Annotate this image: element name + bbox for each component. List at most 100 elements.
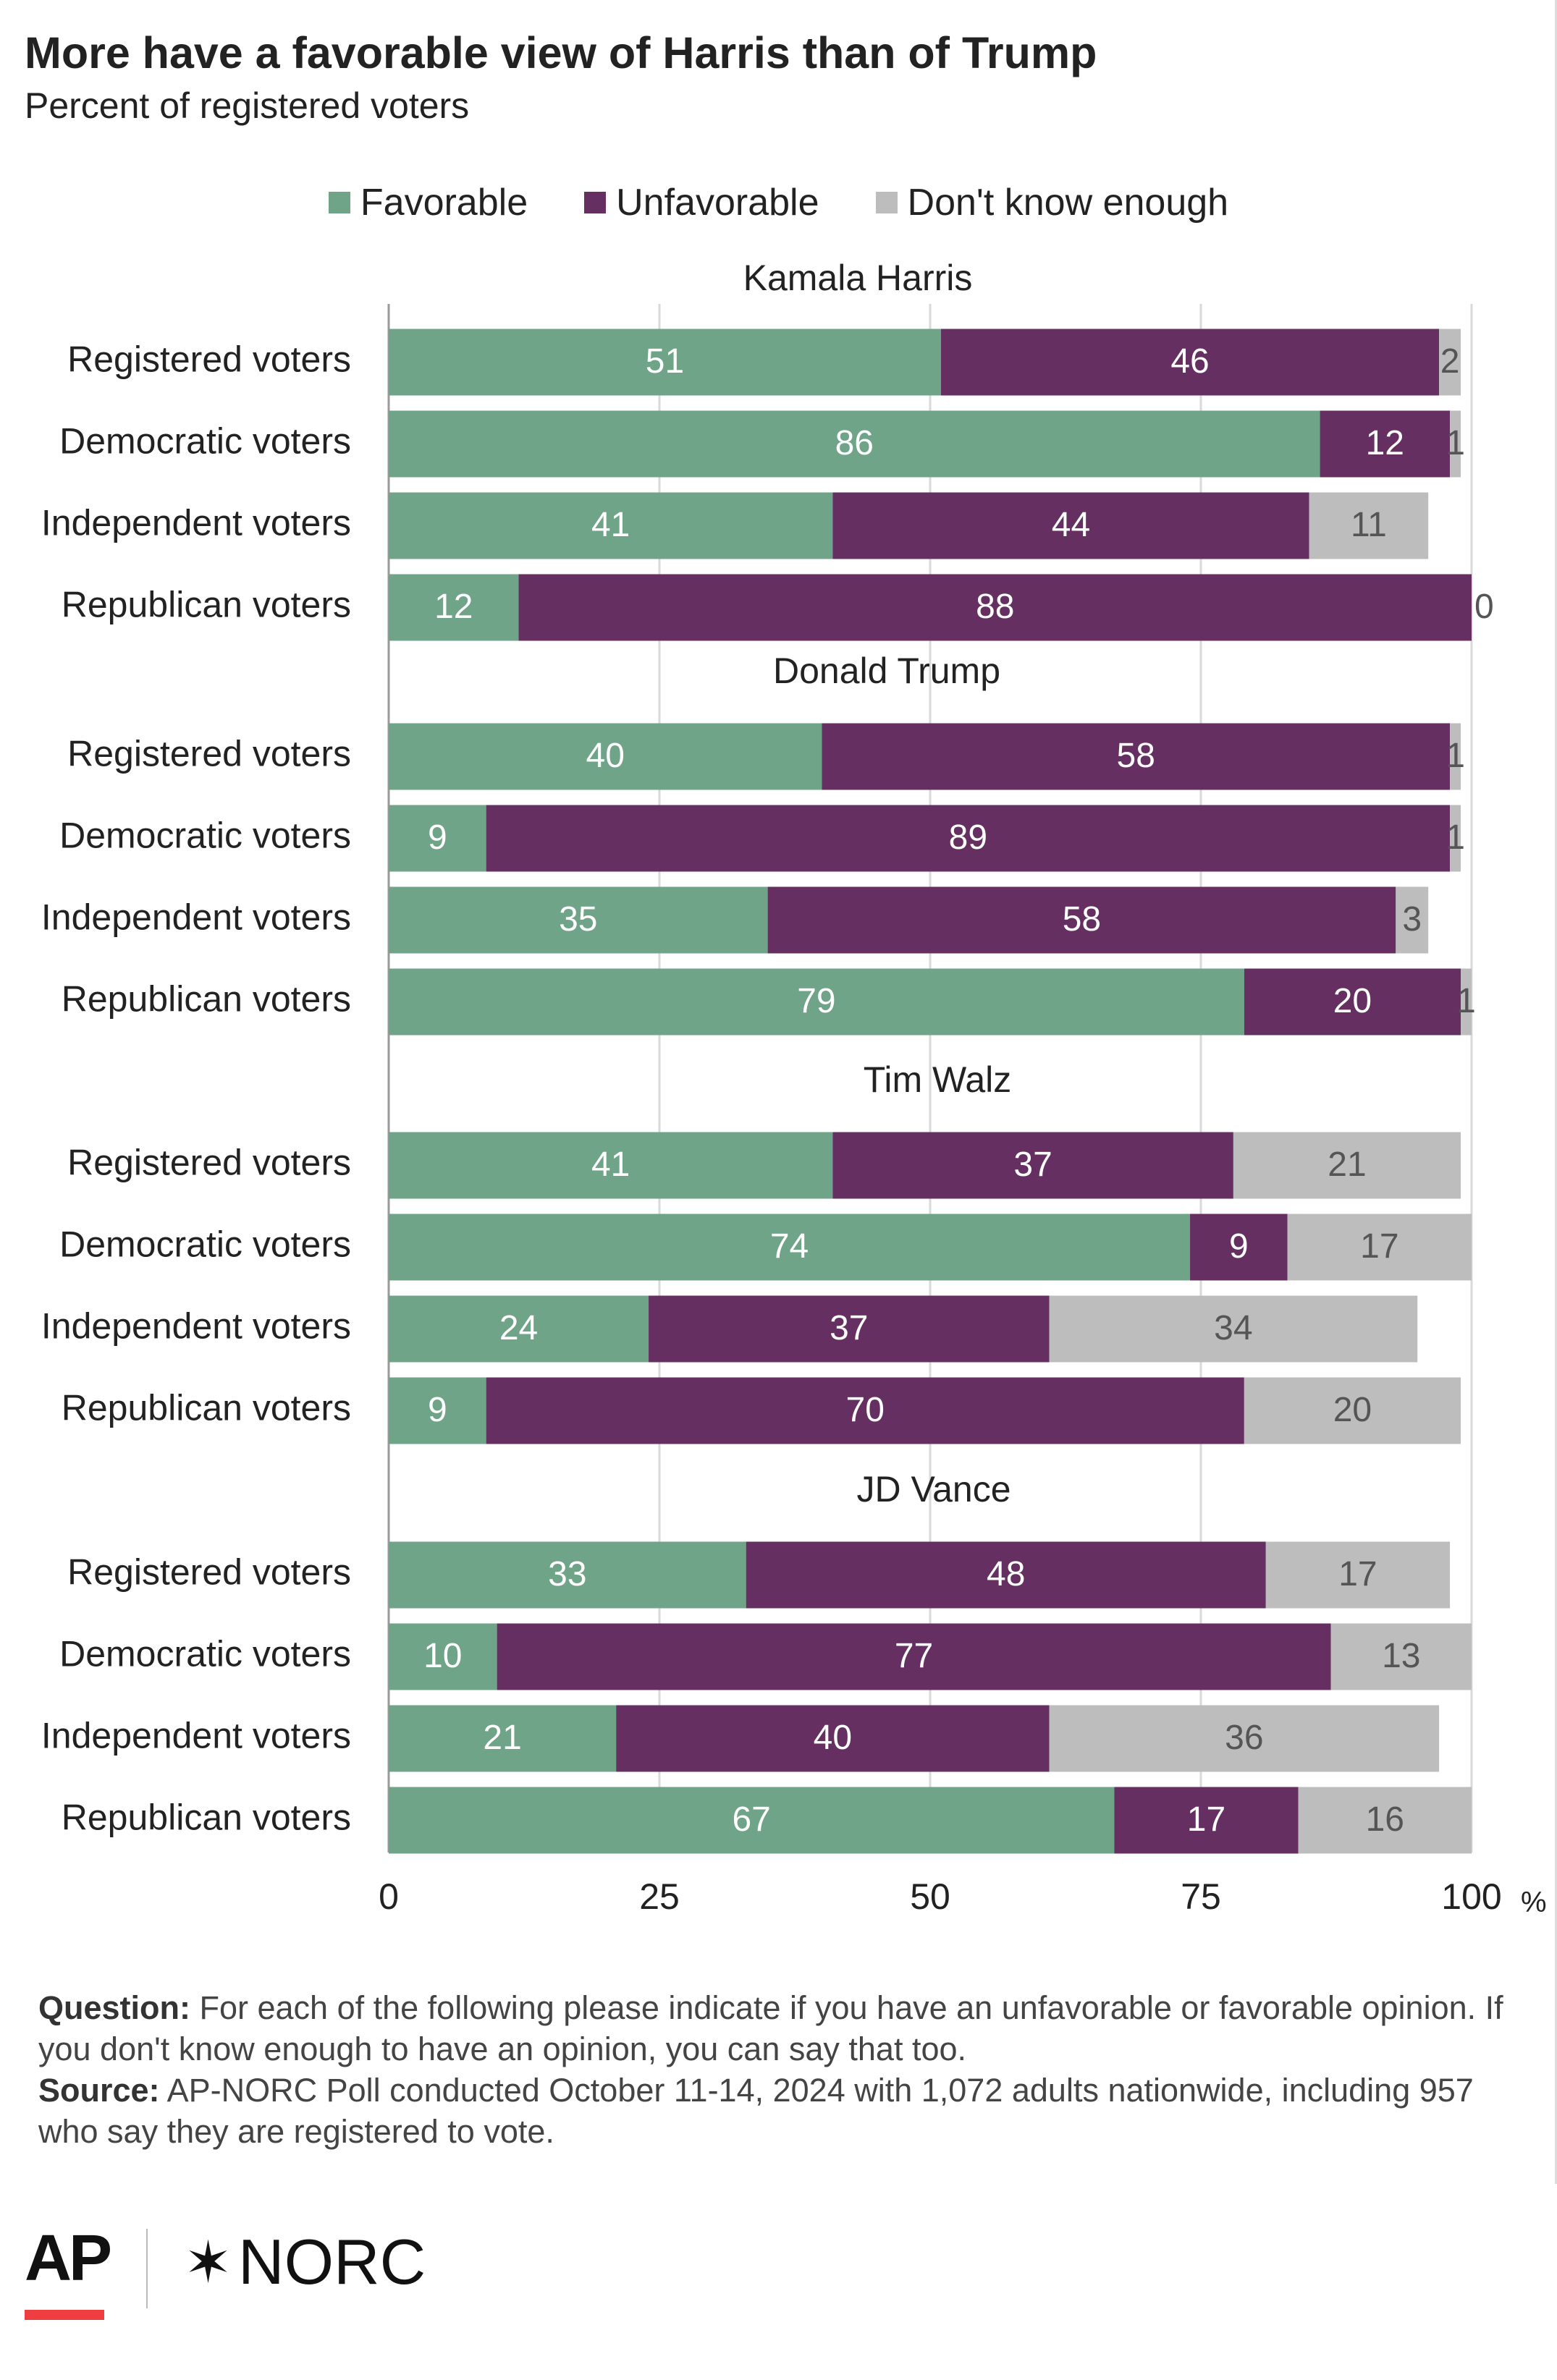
x-unit-label: % (1521, 1886, 1547, 1918)
bar-dont-know-jd-vance-democratic-voters (1330, 1623, 1472, 1690)
x-tick-label: 50 (910, 1876, 950, 1917)
logos: AP ✶ NORC (25, 2207, 459, 2320)
x-tick-label: 100 (1441, 1876, 1501, 1917)
data-label: 44 (1052, 506, 1090, 544)
bar-dont-know-donald-trump-republican-voters (1461, 968, 1472, 1036)
data-label: 37 (830, 1309, 868, 1347)
data-label: 3 (1402, 900, 1422, 939)
source-text: AP-NORC Poll conducted October 11-14, 20… (38, 2072, 1474, 2150)
bar-favorable-jd-vance-democratic-voters (389, 1623, 497, 1690)
bar-dont-know-tim-walz-democratic-voters (1287, 1214, 1472, 1281)
data-label: 40 (814, 1719, 852, 1757)
legend-label-dont-know: Don't know enough (907, 182, 1229, 224)
bar-favorable-tim-walz-democratic-voters (389, 1214, 1191, 1281)
bar-favorable-donald-trump-registered-voters (389, 723, 822, 790)
data-label: 33 (548, 1555, 586, 1593)
bar-dont-know-kamala-harris-independent-voters (1309, 492, 1429, 559)
legend-swatch-unfavorable (584, 192, 607, 213)
bar-dont-know-donald-trump-independent-voters (1396, 886, 1429, 954)
group-title-jd-vance: JD Vance (856, 1469, 1010, 1509)
bar-favorable-donald-trump-republican-voters (389, 968, 1244, 1036)
data-label: 13 (1382, 1637, 1420, 1675)
bar-favorable-tim-walz-republican-voters (389, 1377, 486, 1444)
group-title-donald-trump: Donald Trump (773, 651, 1000, 691)
data-label: 41 (591, 506, 630, 544)
data-label: 48 (987, 1555, 1025, 1593)
bar-unfavorable-jd-vance-democratic-voters (497, 1623, 1331, 1690)
row-label: Independent voters (41, 897, 351, 938)
legend-item-unfavorable: Unfavorable (584, 181, 819, 224)
data-label: 1 (1446, 424, 1465, 462)
data-label: 17 (1360, 1227, 1398, 1266)
bar-dont-know-kamala-harris-democratic-voters (1450, 410, 1461, 478)
bar-unfavorable-jd-vance-independent-voters (616, 1705, 1050, 1772)
data-label: 1 (1446, 818, 1465, 857)
data-label: 58 (1063, 900, 1101, 939)
data-label: 9 (428, 1391, 447, 1429)
data-label: 77 (895, 1637, 933, 1675)
question-note: Question: For each of the following plea… (38, 1987, 1515, 2070)
bar-favorable-kamala-harris-democratic-voters (389, 410, 1320, 478)
chart-frame (1555, 0, 1557, 2184)
bar-favorable-kamala-harris-republican-voters (389, 574, 519, 641)
data-label: 88 (976, 588, 1014, 626)
data-label: 2 (1440, 342, 1460, 381)
data-label: 21 (483, 1719, 521, 1757)
norc-logo: ✶ NORC (184, 2225, 426, 2299)
bar-unfavorable-tim-walz-republican-voters (486, 1377, 1244, 1444)
bar-unfavorable-tim-walz-independent-voters (649, 1295, 1050, 1363)
bar-favorable-jd-vance-independent-voters (389, 1705, 617, 1772)
bar-unfavorable-donald-trump-republican-voters (1244, 968, 1461, 1036)
bar-dont-know-jd-vance-independent-voters (1049, 1705, 1440, 1772)
bar-dont-know-donald-trump-registered-voters (1450, 723, 1461, 790)
legend: Favorable Unfavorable Don't know enough (0, 181, 1557, 224)
row-label: Democratic voters (59, 816, 351, 856)
data-label: 74 (770, 1227, 809, 1266)
bar-favorable-donald-trump-democratic-voters (389, 805, 486, 872)
data-label: 51 (646, 342, 684, 381)
chart-title: More have a favorable view of Harris tha… (25, 28, 1097, 77)
bar-favorable-kamala-harris-independent-voters (389, 492, 833, 559)
bar-unfavorable-jd-vance-republican-voters (1114, 1787, 1299, 1854)
logo-divider (146, 2229, 148, 2308)
data-label: 1 (1446, 737, 1465, 775)
chart-subtitle: Percent of registered voters (25, 85, 470, 126)
bar-unfavorable-tim-walz-democratic-voters (1190, 1214, 1288, 1281)
norc-star-icon: ✶ (184, 2229, 233, 2295)
data-label: 35 (559, 900, 597, 939)
x-tick-label: 75 (1181, 1876, 1221, 1917)
bar-dont-know-tim-walz-independent-voters (1049, 1295, 1418, 1363)
row-label: Democratic voters (59, 1634, 351, 1674)
norc-logo-text: NORC (238, 2226, 426, 2298)
data-label: 17 (1187, 1800, 1225, 1839)
bar-unfavorable-kamala-harris-registered-voters (940, 329, 1440, 396)
row-label: Democratic voters (59, 421, 351, 462)
data-label: 12 (434, 588, 473, 626)
data-label: 12 (1366, 424, 1404, 462)
bar-unfavorable-donald-trump-independent-voters (767, 886, 1396, 954)
row-label: Registered voters (67, 1552, 351, 1593)
bar-unfavorable-kamala-harris-independent-voters (832, 492, 1309, 559)
data-label: 20 (1333, 982, 1372, 1020)
group-title-kamala-harris: Kamala Harris (743, 258, 973, 298)
data-label: 40 (586, 737, 625, 775)
question-text: For each of the following please indicat… (38, 1989, 1503, 2067)
x-tick-label: 0 (379, 1876, 399, 1917)
data-label: 70 (846, 1391, 885, 1429)
x-tick-label: 25 (639, 1876, 680, 1917)
row-label: Republican voters (62, 979, 351, 1020)
bar-unfavorable-tim-walz-registered-voters (832, 1132, 1233, 1199)
legend-label-favorable: Favorable (360, 182, 528, 224)
legend-swatch-dont-know (875, 192, 898, 213)
source-label: Source: (38, 2072, 160, 2109)
bar-dont-know-tim-walz-republican-voters (1244, 1377, 1461, 1444)
bar-favorable-tim-walz-registered-voters (389, 1132, 833, 1199)
data-label: 17 (1338, 1555, 1377, 1593)
legend-swatch-favorable (328, 192, 350, 213)
data-label: 41 (591, 1145, 630, 1184)
data-label: 10 (423, 1637, 462, 1675)
row-label: Independent voters (41, 503, 351, 543)
bar-unfavorable-kamala-harris-democratic-voters (1320, 410, 1451, 478)
legend-item-dont-know: Don't know enough (875, 181, 1229, 224)
row-label: Republican voters (62, 1388, 351, 1428)
